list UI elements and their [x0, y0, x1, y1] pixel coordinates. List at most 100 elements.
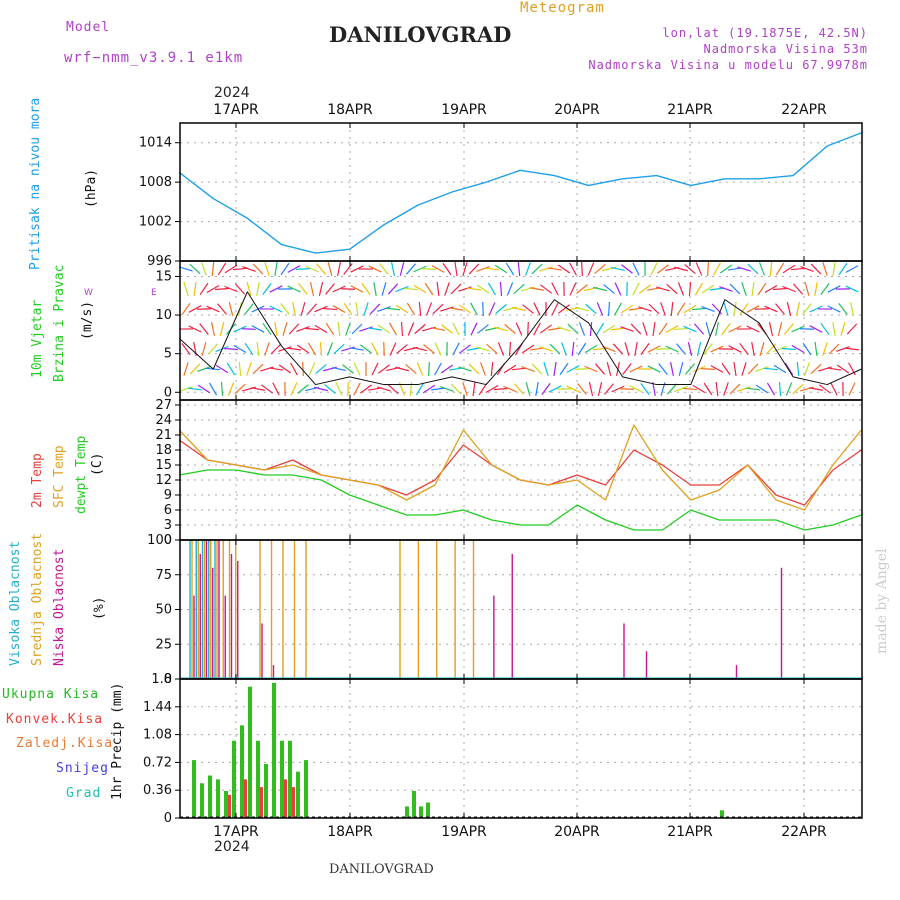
wind-arrow — [804, 282, 810, 296]
wind-arrow — [610, 327, 626, 331]
wind-arrow — [721, 362, 731, 376]
wind-arrow — [234, 283, 246, 295]
wind-arrow — [757, 282, 767, 296]
wind-arrow — [584, 344, 598, 354]
wind-arrow — [814, 282, 818, 296]
wind-arrow — [296, 325, 310, 333]
wind-arrow — [652, 321, 656, 337]
wind-arrow — [660, 302, 666, 316]
wind-arrow — [244, 303, 254, 315]
wind-arrow — [359, 384, 373, 394]
wind-arrow — [741, 282, 747, 296]
precip-legend-snow: Snijeg — [56, 761, 109, 776]
y-tick-label: 6 — [164, 503, 172, 518]
wind-arrow — [181, 343, 191, 355]
wind-arrow — [199, 323, 209, 335]
wind-arrow — [540, 284, 552, 294]
wind-arrow — [701, 305, 715, 313]
wind-arrow — [577, 342, 587, 356]
wind-arrow — [226, 362, 236, 376]
y-tick-label: 100 — [147, 533, 172, 548]
wind-arrow — [751, 281, 755, 297]
y-tick-label: 1.08 — [143, 728, 172, 743]
wind-arrow — [377, 306, 391, 312]
wind-arrow — [335, 382, 343, 396]
wind-arrow — [450, 283, 462, 295]
wind-arrow — [434, 362, 442, 376]
wind-arrow — [300, 302, 306, 316]
wind-arrow — [521, 366, 535, 372]
wind-arrow — [494, 326, 508, 332]
wind-arrow — [480, 362, 486, 376]
wind-arrow — [782, 285, 796, 293]
wind-arrow — [274, 261, 278, 277]
wind-arrow — [525, 382, 531, 396]
wind-arrow — [345, 322, 351, 336]
wind-arrow — [747, 263, 759, 275]
wind-arrow — [629, 365, 643, 373]
wind-arrow — [845, 285, 859, 293]
wind-arrow — [558, 304, 570, 314]
wind-arrow — [576, 284, 588, 294]
y-tick-label: 25 — [155, 637, 172, 652]
wind-arrow — [836, 346, 850, 352]
wind-arrow — [566, 365, 580, 373]
wind-arrow — [848, 382, 856, 396]
wind-arrow — [468, 363, 480, 375]
wind-arrow — [440, 306, 454, 312]
wind-arrow — [676, 302, 686, 316]
wind-arrow — [729, 383, 741, 395]
compass-west: W — [84, 288, 93, 298]
date-label-bottom: 18APR — [327, 824, 373, 840]
wind-arrow — [503, 385, 517, 393]
wind-arrow — [632, 282, 640, 296]
wind-arrow — [701, 284, 715, 294]
wind-arrow — [448, 307, 464, 311]
wind-arrow — [217, 303, 227, 315]
wind-arrow — [485, 384, 499, 394]
wind-arrow — [369, 303, 381, 315]
wind-arrow — [587, 262, 595, 276]
precip-total-bar — [280, 740, 284, 818]
wind-arrow — [256, 341, 260, 357]
wind-arrow — [784, 362, 794, 376]
panel-frame — [179, 678, 863, 819]
wind-arrow — [440, 364, 454, 374]
wind-arrow — [755, 384, 769, 394]
wind-arrow — [228, 302, 234, 316]
wind-speed-line — [178, 291, 862, 386]
wind-arrow — [607, 301, 611, 317]
y-tick-label: 0 — [164, 672, 172, 687]
wind-arrow — [513, 283, 525, 295]
wind-arrow — [214, 287, 230, 291]
wind-arrow — [836, 364, 850, 374]
wind-arrow — [264, 262, 270, 276]
wind-arrow — [810, 263, 822, 275]
wind-arrow — [674, 266, 688, 272]
wind-arrow — [614, 302, 622, 316]
y-tick-label: 15 — [155, 269, 172, 284]
pressure-line — [178, 132, 862, 254]
model-name: wrf−nmm_v3.9.1 e1km — [64, 50, 244, 66]
wind-arrow — [197, 384, 211, 394]
wind-arrow — [804, 362, 810, 376]
wind-arrow — [260, 366, 274, 372]
y-tick-label: 75 — [155, 568, 172, 583]
wind-arrow — [381, 282, 387, 296]
wind-arrow — [468, 263, 480, 275]
wind-arrow — [809, 387, 823, 391]
wind-arrow — [407, 322, 415, 336]
year-label-bottom: 2024 — [214, 839, 250, 855]
wind-arrow — [458, 304, 472, 314]
wind-arrow — [673, 327, 689, 331]
precip-total-bar — [288, 740, 292, 818]
wind-arrow — [361, 282, 371, 296]
wind-arrow — [189, 363, 201, 375]
wind-arrow — [415, 382, 425, 396]
wind-arrow — [458, 366, 472, 372]
wind-arrow — [343, 302, 353, 316]
wind-arrow — [830, 382, 838, 396]
wind-arrow — [452, 342, 460, 356]
wind-arrow — [581, 261, 583, 277]
wind-arrow — [521, 344, 535, 354]
